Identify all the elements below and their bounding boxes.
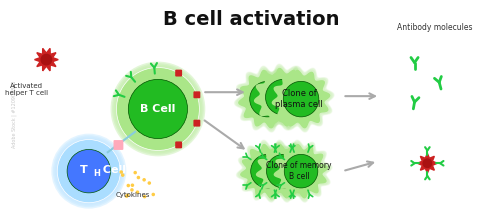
- Polygon shape: [238, 70, 297, 128]
- Polygon shape: [272, 143, 330, 200]
- Polygon shape: [274, 144, 328, 199]
- FancyBboxPatch shape: [175, 70, 182, 77]
- Text: Activated
helper T cell: Activated helper T cell: [5, 83, 48, 96]
- Circle shape: [126, 193, 130, 197]
- Polygon shape: [252, 67, 314, 128]
- Circle shape: [128, 79, 188, 139]
- Polygon shape: [236, 67, 299, 131]
- Circle shape: [53, 135, 125, 207]
- Circle shape: [56, 138, 122, 204]
- Polygon shape: [270, 67, 333, 131]
- Circle shape: [266, 154, 300, 188]
- Circle shape: [57, 140, 120, 203]
- Circle shape: [142, 178, 146, 181]
- Polygon shape: [237, 68, 298, 130]
- Circle shape: [250, 81, 285, 117]
- FancyBboxPatch shape: [194, 91, 200, 98]
- Polygon shape: [234, 66, 300, 132]
- Polygon shape: [272, 70, 330, 128]
- FancyBboxPatch shape: [194, 120, 200, 127]
- Text: B Cell: B Cell: [140, 104, 175, 114]
- Polygon shape: [250, 64, 316, 130]
- Circle shape: [136, 190, 139, 194]
- Circle shape: [110, 62, 206, 156]
- Circle shape: [114, 65, 202, 153]
- Text: Antibody molecules: Antibody molecules: [396, 22, 472, 31]
- Polygon shape: [254, 68, 312, 126]
- Polygon shape: [252, 65, 315, 129]
- Polygon shape: [254, 141, 313, 201]
- Circle shape: [134, 171, 137, 174]
- Polygon shape: [418, 153, 437, 173]
- Circle shape: [284, 81, 319, 117]
- Polygon shape: [272, 141, 331, 201]
- Text: H: H: [93, 169, 100, 178]
- Circle shape: [130, 183, 134, 187]
- Circle shape: [125, 194, 128, 198]
- FancyBboxPatch shape: [114, 140, 124, 150]
- Circle shape: [422, 158, 432, 168]
- Circle shape: [120, 170, 123, 174]
- Polygon shape: [270, 68, 332, 130]
- Circle shape: [152, 193, 155, 196]
- Circle shape: [121, 173, 124, 177]
- Circle shape: [40, 54, 52, 65]
- Circle shape: [112, 63, 204, 155]
- Circle shape: [52, 134, 127, 209]
- Polygon shape: [34, 48, 58, 71]
- Circle shape: [115, 66, 201, 152]
- Text: Clone of memory
B cell: Clone of memory B cell: [266, 161, 332, 181]
- Polygon shape: [238, 141, 297, 201]
- Polygon shape: [236, 140, 298, 202]
- Polygon shape: [239, 143, 296, 200]
- Circle shape: [266, 79, 301, 115]
- Text: Clone of
plasma cell: Clone of plasma cell: [275, 89, 323, 109]
- Circle shape: [284, 154, 318, 188]
- Circle shape: [126, 184, 130, 187]
- Text: B cell activation: B cell activation: [164, 10, 340, 29]
- Circle shape: [148, 181, 151, 185]
- Polygon shape: [254, 143, 312, 200]
- Circle shape: [250, 154, 284, 188]
- Polygon shape: [256, 144, 310, 199]
- Circle shape: [143, 195, 146, 198]
- Circle shape: [136, 176, 140, 179]
- Text: T: T: [80, 165, 88, 175]
- FancyBboxPatch shape: [175, 141, 182, 148]
- Text: Adobe Stock | #120900873: Adobe Stock | #120900873: [12, 80, 18, 148]
- Circle shape: [130, 188, 134, 192]
- Text: Cytokines: Cytokines: [116, 192, 150, 198]
- Polygon shape: [252, 140, 314, 202]
- Circle shape: [54, 137, 124, 206]
- Polygon shape: [270, 140, 332, 202]
- Polygon shape: [240, 144, 295, 199]
- Circle shape: [116, 68, 200, 150]
- Polygon shape: [268, 66, 334, 132]
- Circle shape: [67, 149, 110, 193]
- Text: Cell: Cell: [98, 165, 126, 175]
